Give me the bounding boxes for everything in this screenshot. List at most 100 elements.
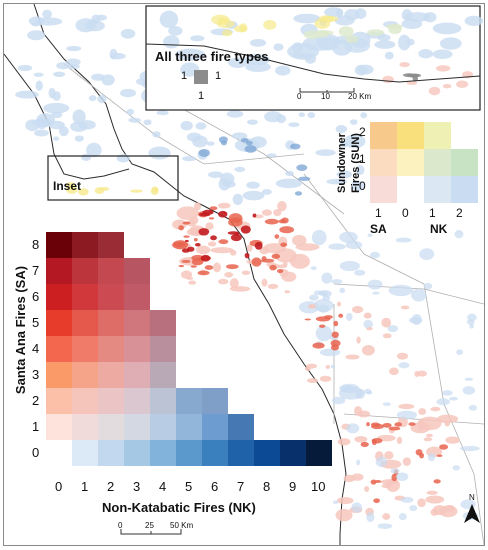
main-y-tick-label: 5 [32,315,40,330]
main-legend-cell [72,414,98,440]
fire-patch [444,420,451,427]
main-x-tick-label: 7 [237,479,245,494]
fire-patch [345,312,353,322]
fire-patch [178,225,185,231]
fire-patch [336,496,354,505]
main-x-tick-label: 6 [211,479,219,494]
main-legend-cell [202,414,228,440]
fire-patch [275,178,303,189]
fire-patch [324,315,333,319]
fire-patch [356,336,361,344]
fire-patch [373,498,380,504]
main-legend-cell [124,440,150,466]
fire-patch [198,149,210,157]
inset-fire-patch [456,80,469,88]
fire-patch [442,390,453,396]
main-legend-cell [98,414,124,440]
fire-patch [436,454,443,457]
fire-patch [209,206,218,211]
fire-patch [74,135,84,142]
fire-patch [389,367,399,376]
fire-patch [384,451,394,460]
fire-patch [459,445,480,452]
fire-patch [427,452,436,462]
fire-patch [387,325,398,333]
main-legend-cell [72,336,98,362]
main-x-tick-label: 9 [289,479,297,494]
fire-patch [367,233,373,237]
sun-legend-cell [397,149,424,176]
inset-fire-patch [249,38,267,47]
fire-patch [351,473,364,481]
fire-patch [254,241,263,250]
fire-patch [17,64,33,72]
fire-patch [332,500,339,505]
main-legend-cell [98,232,124,258]
fire-patch [206,141,215,146]
inset-fire-patch [287,43,320,60]
fire-patch [411,288,427,302]
inset-fire-patch [423,12,437,23]
sun-x-label-0: 0 [402,206,409,220]
fire-patch [70,121,88,132]
fire-patch [242,190,265,201]
fire-patch [319,324,326,328]
main-y-tick-label: 1 [32,419,40,434]
inset-fire-patch [401,9,413,21]
fire-patch [156,110,169,116]
fire-patch [381,483,392,489]
inset-fire-patch [273,43,284,51]
fire-patch [304,318,311,321]
fire-patch [425,433,433,438]
fire-patch [249,136,267,148]
fire-patch [366,327,373,331]
main-x-tick-label: 5 [185,479,193,494]
sun-legend-cell [370,122,397,149]
fire-patch [56,62,70,70]
fire-patch [194,243,201,247]
inset-fire-patch [303,30,321,40]
sun-legend-cell [370,176,397,203]
fire-patch [116,154,130,163]
fire-patch [294,191,303,196]
fire-patch [196,245,211,255]
fire-patch [234,166,246,173]
fire-patch [65,182,76,189]
fire-patch [396,352,409,360]
fire-patch [181,248,190,253]
inset-fire-patch [239,23,248,33]
fire-patch [280,242,288,247]
fire-patch [277,201,287,212]
main-legend-cell [72,362,98,388]
fire-patch [418,408,427,416]
inset-fire-patch [244,54,270,66]
fire-patch [312,342,325,349]
main-y-tick-label: 6 [32,289,40,304]
fire-patch [372,291,380,295]
inset-fire-patch [292,42,303,53]
fire-patch [109,48,118,60]
inset-fire-patch [318,30,334,36]
fire-patch [325,364,331,369]
main-legend-cell [98,310,124,336]
fire-patch [452,465,460,471]
fire-patch [261,209,273,216]
fire-patch [360,112,368,119]
fire-patch [381,317,392,328]
inset-scale-20: 20 Km [348,92,372,101]
main-legend-cell [124,388,150,414]
fire-patch [439,444,449,450]
fire-patch [436,414,459,424]
inset-fire-patch [432,49,453,59]
fire-patch [382,402,391,407]
main-legend-cell [72,440,98,466]
main-legend-cell [124,414,150,440]
fire-patch [388,284,414,297]
fire-patch [279,226,295,234]
main-legend-cell [202,388,228,414]
scale-label-0: 0 [118,521,123,530]
fire-patch [289,143,301,150]
main-legend-cell [72,284,98,310]
inset-fire-patch [163,35,180,49]
fire-patch [306,363,318,369]
